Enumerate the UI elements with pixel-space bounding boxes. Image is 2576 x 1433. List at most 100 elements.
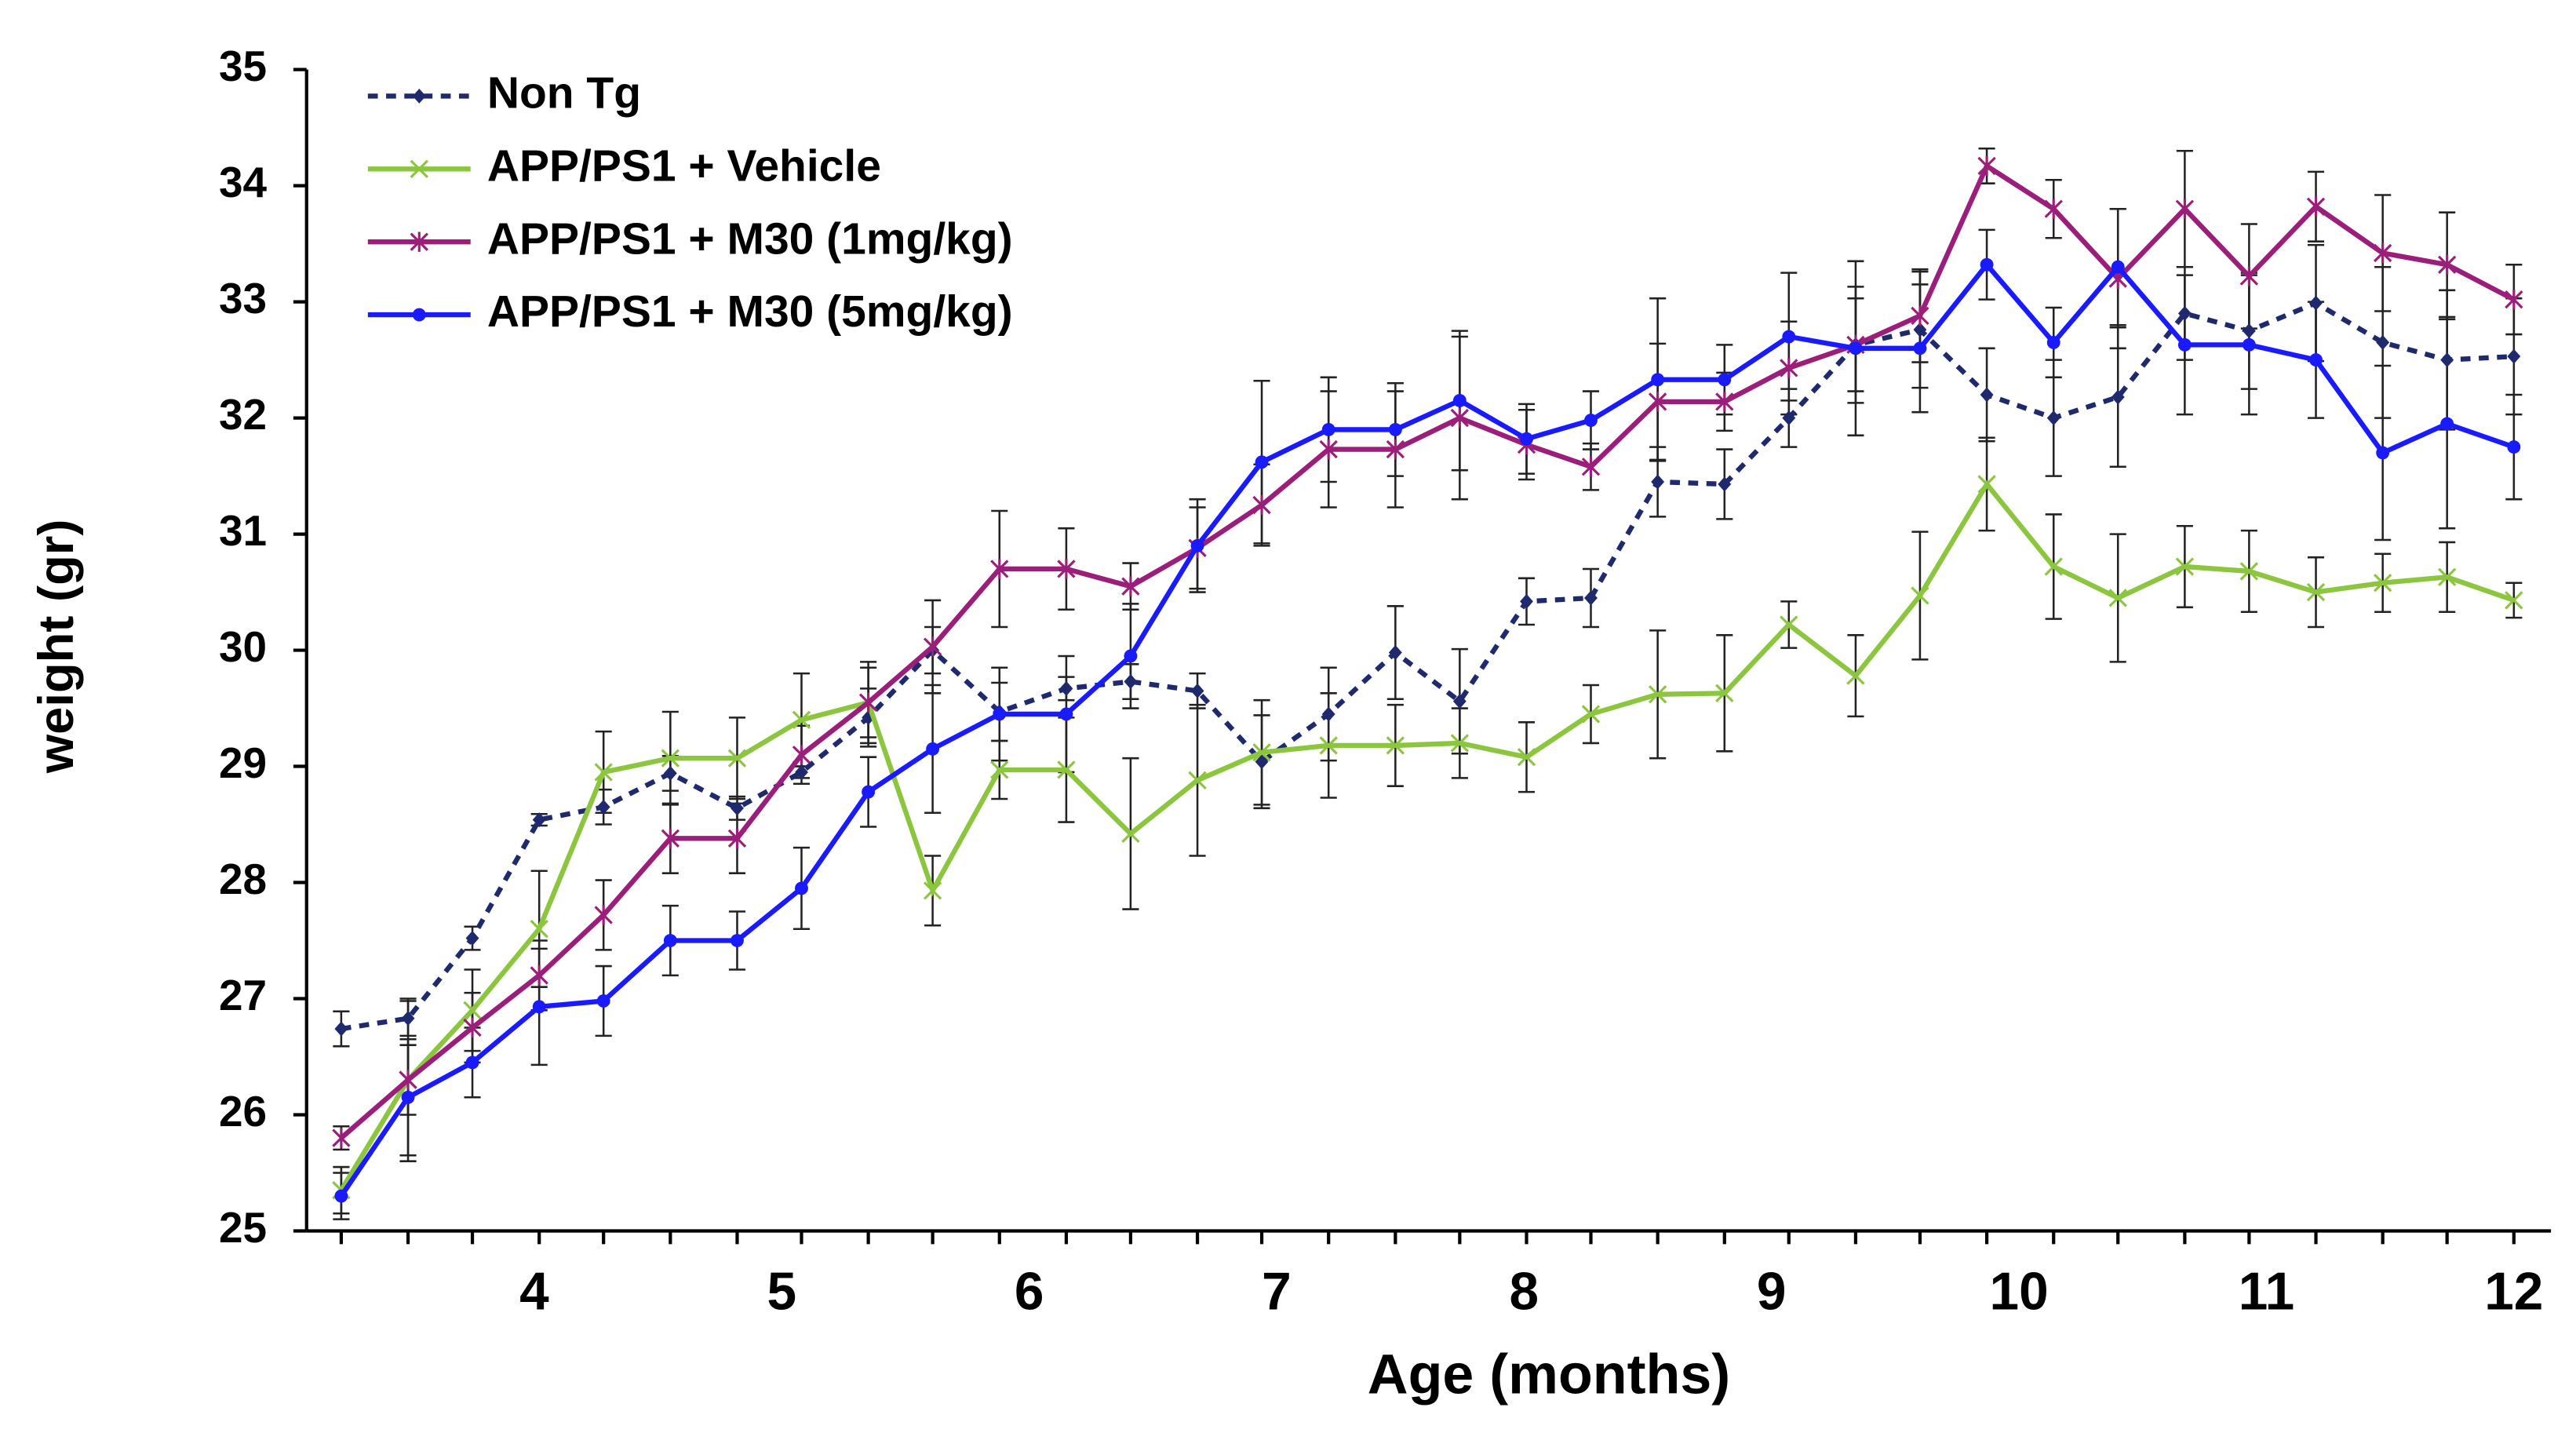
marker bbox=[923, 636, 942, 657]
marker bbox=[1782, 330, 1796, 344]
marker bbox=[1057, 559, 1076, 579]
marker bbox=[923, 881, 942, 900]
marker bbox=[1913, 341, 1927, 356]
marker bbox=[1977, 155, 1996, 177]
marker bbox=[463, 1017, 482, 1038]
marker bbox=[1715, 392, 1734, 412]
marker bbox=[2309, 353, 2323, 367]
legend-label: Non Tg bbox=[487, 67, 641, 118]
y-tick-label: 31 bbox=[219, 506, 267, 555]
marker bbox=[1057, 760, 1076, 779]
x-tick-label: 4 bbox=[519, 1263, 549, 1322]
y-tick-label: 28 bbox=[219, 855, 267, 903]
legend-label: APP/PS1 + M30 (1mg/kg) bbox=[487, 213, 1013, 264]
marker bbox=[2505, 289, 2523, 310]
marker bbox=[410, 159, 428, 178]
marker bbox=[663, 765, 677, 781]
marker bbox=[1121, 576, 1140, 596]
marker bbox=[334, 1021, 348, 1037]
marker bbox=[1450, 734, 1470, 753]
marker bbox=[1255, 455, 1269, 469]
marker bbox=[1980, 257, 1994, 272]
marker bbox=[594, 905, 613, 925]
marker bbox=[1121, 824, 1140, 844]
marker bbox=[1450, 407, 1470, 428]
x-tick-label: 6 bbox=[1015, 1263, 1044, 1322]
legend-label: APP/PS1 + M30 (5mg/kg) bbox=[487, 286, 1013, 337]
marker bbox=[530, 965, 548, 986]
marker bbox=[1321, 422, 1335, 436]
marker bbox=[2175, 199, 2195, 219]
y-axis-label: weight (gr) bbox=[29, 520, 84, 775]
marker bbox=[1581, 457, 1601, 477]
marker bbox=[1780, 615, 1798, 634]
marker bbox=[792, 745, 811, 765]
marker bbox=[1388, 422, 1402, 436]
marker bbox=[1252, 743, 1271, 762]
y-tick-label: 25 bbox=[219, 1203, 267, 1252]
y-tick-label: 26 bbox=[219, 1087, 267, 1136]
marker bbox=[858, 692, 878, 713]
marker bbox=[1386, 439, 1405, 460]
marker bbox=[663, 934, 677, 947]
marker bbox=[990, 559, 1009, 579]
marker bbox=[2175, 557, 2195, 576]
marker bbox=[1718, 373, 1732, 387]
x-tick-label: 12 bbox=[2484, 1263, 2543, 1322]
marker bbox=[2440, 417, 2454, 431]
marker bbox=[731, 800, 744, 816]
marker bbox=[2239, 266, 2259, 286]
marker bbox=[926, 742, 940, 756]
y-tick-label: 34 bbox=[219, 158, 268, 206]
marker bbox=[399, 1070, 417, 1090]
marker bbox=[532, 1000, 546, 1014]
marker bbox=[401, 1090, 415, 1104]
marker bbox=[993, 707, 1007, 721]
marker bbox=[1517, 748, 1536, 767]
marker bbox=[2507, 348, 2521, 364]
series-line bbox=[339, 261, 2515, 1198]
marker bbox=[862, 785, 876, 799]
marker bbox=[1190, 538, 1204, 552]
marker bbox=[412, 308, 426, 322]
marker bbox=[465, 931, 479, 946]
y-tick-label: 32 bbox=[219, 390, 267, 439]
marker bbox=[1124, 649, 1138, 663]
marker bbox=[1319, 736, 1338, 755]
marker bbox=[2108, 589, 2127, 607]
marker bbox=[990, 760, 1009, 779]
marker bbox=[1846, 666, 1865, 685]
marker bbox=[1452, 393, 1467, 407]
marker bbox=[731, 934, 744, 947]
marker bbox=[1980, 387, 1994, 403]
marker bbox=[1718, 476, 1732, 492]
y-tick-label: 27 bbox=[219, 971, 267, 1019]
marker bbox=[530, 920, 548, 939]
legend-label: APP/PS1 + Vehicle bbox=[487, 140, 881, 191]
series-line bbox=[339, 479, 2515, 1192]
marker bbox=[795, 881, 808, 895]
x-tick-label: 10 bbox=[1990, 1263, 2049, 1322]
marker bbox=[2440, 352, 2454, 368]
marker bbox=[594, 763, 613, 782]
marker bbox=[465, 1056, 479, 1070]
y-tick-label: 33 bbox=[219, 274, 267, 323]
marker bbox=[1648, 685, 1667, 704]
marker bbox=[661, 749, 680, 768]
marker bbox=[1321, 706, 1335, 722]
x-tick-label: 11 bbox=[2239, 1263, 2294, 1322]
x-tick-label: 7 bbox=[1262, 1263, 1292, 1322]
marker bbox=[2376, 446, 2390, 460]
marker bbox=[1452, 694, 1467, 709]
x-axis-label: Age (months) bbox=[1368, 1343, 1730, 1406]
marker bbox=[1388, 645, 1402, 661]
marker bbox=[1911, 586, 1929, 605]
marker bbox=[410, 232, 428, 252]
marker bbox=[1255, 754, 1269, 770]
x-tick-label: 9 bbox=[1757, 1263, 1787, 1322]
marker bbox=[2507, 440, 2521, 454]
marker bbox=[1911, 305, 1929, 326]
marker bbox=[1849, 341, 1863, 356]
marker bbox=[2437, 567, 2457, 587]
